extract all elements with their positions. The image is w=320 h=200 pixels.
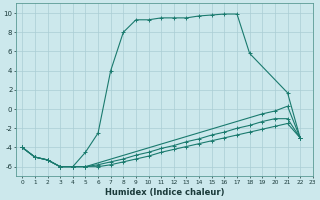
X-axis label: Humidex (Indice chaleur): Humidex (Indice chaleur) bbox=[105, 188, 224, 197]
